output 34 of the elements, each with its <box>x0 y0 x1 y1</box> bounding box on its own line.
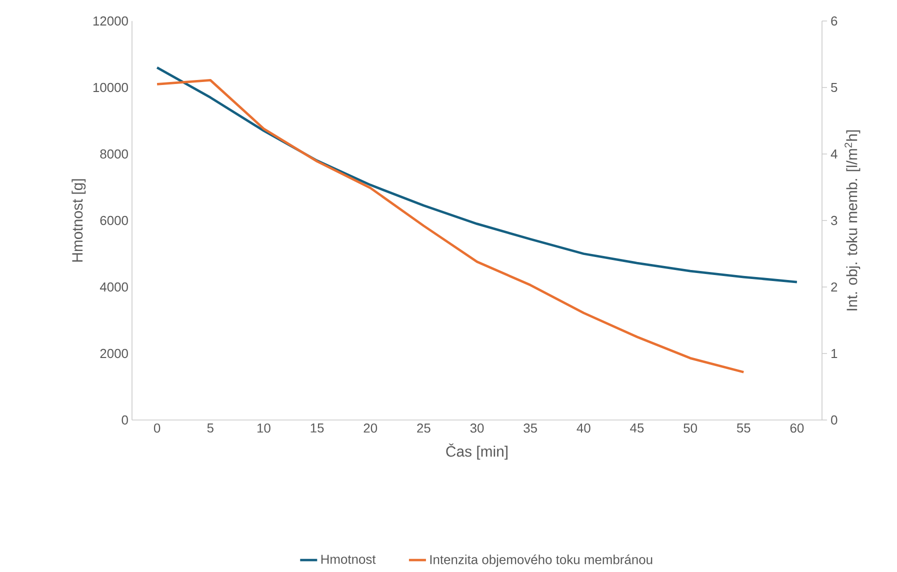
y-tick-label: 4000 <box>100 282 128 292</box>
x-axis-title: Čas [min] <box>446 444 508 460</box>
line-series <box>156 66 798 284</box>
y2-tick-label: 4 <box>830 150 838 158</box>
y-axis-title: Hmotnost [g] <box>72 179 86 262</box>
y2-tick-label: 0 <box>831 415 838 425</box>
x-tick-label: 15 <box>310 424 324 433</box>
x-tick-label: 0 <box>154 424 160 433</box>
y2-tick-label: 2 <box>831 282 838 292</box>
y-tick-label: 10000 <box>93 82 128 92</box>
y-tick-label: 2000 <box>100 348 128 358</box>
legend-label: Intenzita objemového toku membránou <box>430 554 652 567</box>
y-tick-label: 8000 <box>100 149 128 159</box>
x-tick-label: 60 <box>790 424 804 433</box>
x-tick-label: 20 <box>364 424 378 433</box>
x-tick-label: 30 <box>470 424 484 433</box>
x-tick-label: 50 <box>684 424 697 433</box>
x-tick-label: 25 <box>417 424 430 433</box>
y2-axis-title: Int. obj. toku memb. [l/m$^{2}$h] <box>844 130 860 310</box>
y-tick-label: 12000 <box>93 16 128 26</box>
x-tick-label: 55 <box>736 424 750 433</box>
line-series <box>156 78 745 374</box>
x-tick-label: 5 <box>207 424 214 433</box>
legend-label: Hmotnost <box>321 554 376 564</box>
x-tick-label: 45 <box>630 424 644 433</box>
y-tick-label: 6000 <box>100 216 128 226</box>
y2-tick-label: 5 <box>831 82 838 92</box>
y2-tick-label: 6 <box>831 16 838 26</box>
y2-tick-label: 1 <box>832 349 838 358</box>
x-tick-label: 35 <box>524 424 537 433</box>
x-tick-label: 40 <box>576 424 590 433</box>
y-tick-label: 0 <box>122 415 128 425</box>
x-tick-label: 10 <box>257 424 270 433</box>
y2-tick-label: 3 <box>831 216 838 226</box>
